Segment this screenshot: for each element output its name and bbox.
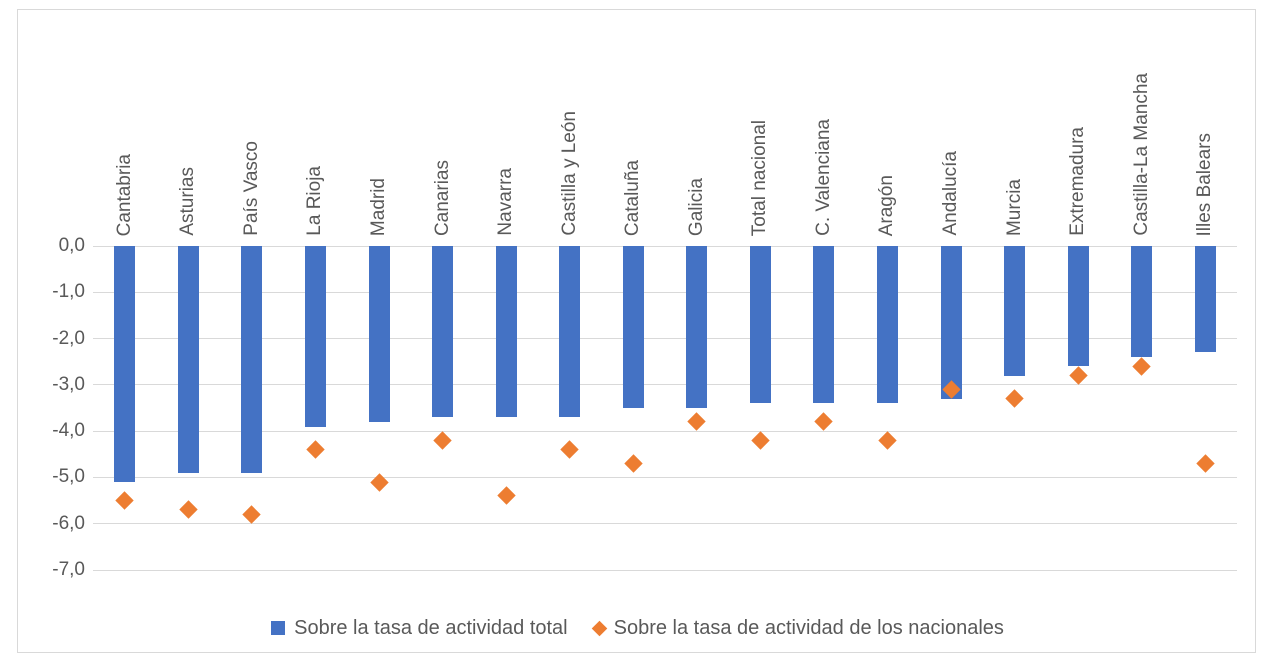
category-label-text: Total nacional (749, 119, 771, 236)
legend-item-actividad-total: Sobre la tasa de actividad total (271, 617, 568, 640)
legend-diamond-icon (591, 620, 607, 636)
legend-label-actividad-total: Sobre la tasa de actividad total (294, 616, 568, 639)
category-label: Asturias (158, 22, 218, 236)
y-axis-tick-label: -4,0 (52, 420, 85, 442)
bar-Castilla y León (559, 246, 581, 418)
y-axis-tick-label: 0,0 (58, 235, 85, 256)
category-label-text: Castilla-La Mancha (1130, 73, 1152, 236)
gridline (93, 523, 1237, 525)
bar-Andalucía (940, 246, 962, 399)
bar-Extremadura (1067, 246, 1089, 367)
category-label-text: Asturias (177, 167, 199, 236)
category-label-text: País Vasco (240, 141, 262, 236)
category-label-text: Navarra (495, 168, 517, 236)
legend-square-icon (271, 621, 286, 635)
category-label-text: Castilla y León (558, 111, 580, 236)
category-label: Extremadura (1048, 22, 1108, 236)
category-label: Cataluña (603, 22, 663, 236)
bar-Cataluña (622, 246, 644, 408)
category-label: Murcia (985, 22, 1045, 236)
category-label-text: Cataluña (622, 159, 644, 236)
bar-Navarra (495, 246, 517, 418)
category-label: Canarias (413, 22, 473, 236)
legend-label-actividad-nacionales: Sobre la tasa de actividad de los nacion… (613, 616, 1004, 639)
bar-Castilla-La Mancha (1131, 246, 1153, 358)
category-label: Aragón (857, 22, 917, 236)
category-label: País Vasco (222, 22, 282, 236)
category-label: Madrid (349, 22, 409, 236)
category-label: Andalucía (921, 22, 981, 236)
gridline (93, 430, 1237, 432)
category-label: Cantabria (95, 22, 155, 236)
category-label-text: Extremadura (1067, 127, 1089, 236)
y-axis-tick-label: -5,0 (52, 466, 85, 488)
legend-item-actividad-nacionales: Sobre la tasa de actividad de los nacion… (591, 616, 1004, 640)
bar-Total nacional (749, 246, 771, 404)
category-label-text: C. Valenciana (812, 119, 834, 236)
bar-Canarias (432, 246, 454, 418)
gridline (93, 291, 1237, 293)
bar-Aragón (876, 246, 898, 404)
bar-País Vasco (241, 246, 263, 473)
legend: Sobre la tasa de actividad total Sobre l… (0, 608, 1275, 648)
bar-Madrid (368, 246, 390, 422)
category-label-text: Madrid (368, 177, 389, 236)
bar-C. Valenciana (813, 246, 835, 404)
bar-Galicia (686, 246, 708, 408)
category-label-text: Canarias (431, 159, 453, 236)
category-label: Navarra (476, 22, 536, 236)
category-label: Castilla-La Mancha (1112, 22, 1172, 236)
bar-Murcia (1004, 246, 1026, 376)
category-label-text: Andalucía (940, 151, 961, 236)
category-label: Total nacional (730, 22, 790, 236)
y-axis-tick-label: -1,0 (52, 281, 85, 303)
y-axis-tick-label: -2,0 (52, 327, 85, 349)
gridline (93, 338, 1237, 340)
bar-Illes Balears (1194, 246, 1216, 353)
category-label-text: Illes Balears (1194, 132, 1216, 237)
gridline (93, 245, 1237, 247)
category-label: C. Valenciana (794, 22, 854, 236)
gridline (93, 476, 1237, 478)
y-axis-tick-label: -3,0 (52, 373, 85, 395)
bar-Cantabria (114, 246, 136, 483)
category-label: Illes Balears (1175, 22, 1235, 237)
category-label: Galicia (667, 22, 727, 236)
y-axis-tick-label: -7,0 (52, 559, 85, 580)
chart-border (17, 9, 1256, 653)
category-label-text: La Rioja (304, 166, 326, 236)
category-label: La Rioja (285, 22, 345, 236)
gridline (93, 384, 1237, 386)
category-label-text: Galicia (685, 177, 707, 236)
category-label-text: Cantabria (113, 153, 135, 236)
bar-Asturias (177, 246, 199, 473)
y-axis-tick-label: -6,0 (52, 512, 85, 534)
category-label: Castilla y León (540, 22, 600, 236)
category-label-text: Murcia (1003, 178, 1025, 236)
category-label-text: Aragón (876, 174, 898, 236)
gridline (93, 569, 1237, 571)
bar-La Rioja (304, 246, 326, 427)
